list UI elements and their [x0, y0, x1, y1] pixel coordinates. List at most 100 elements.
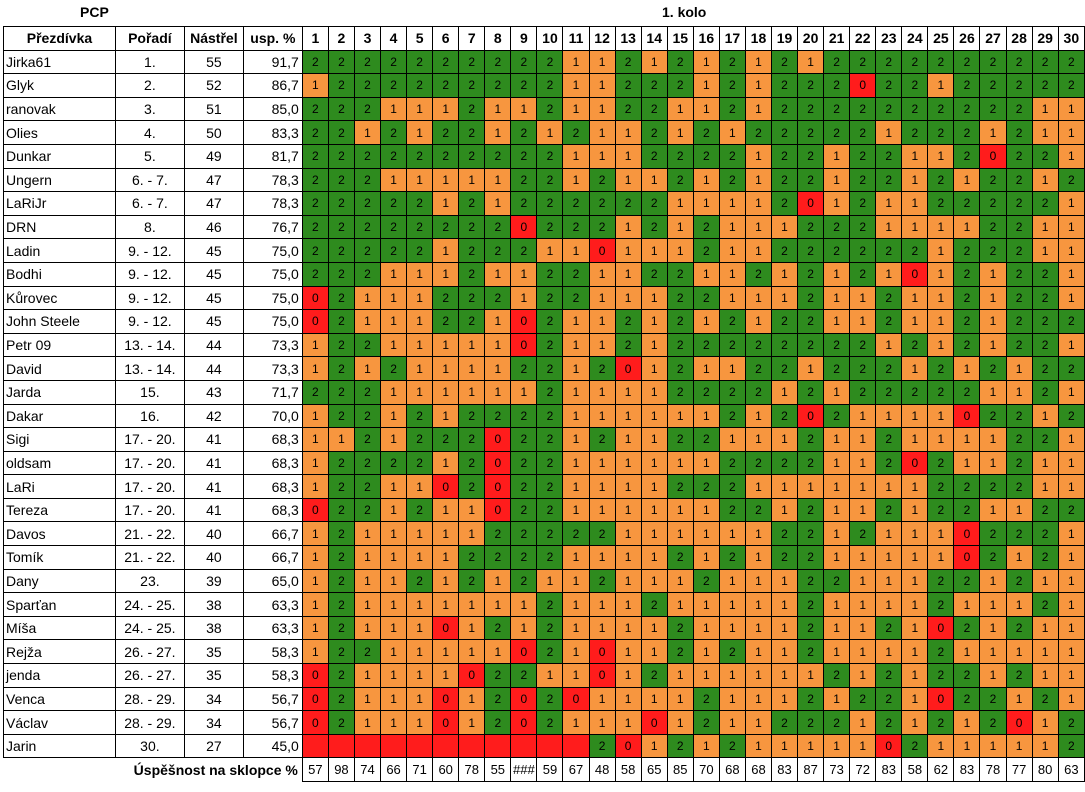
score-cell: 1 [380, 497, 408, 523]
score-cell: 1 [953, 710, 981, 735]
score-cell: 1 [744, 568, 772, 594]
score-cell: 2 [1057, 167, 1085, 193]
score-cell: 2 [327, 332, 355, 358]
score-cell: 2 [1031, 686, 1059, 712]
score-cell: 2 [875, 379, 903, 405]
score-cell: 1 [536, 238, 564, 263]
score-cell: 1 [1005, 379, 1033, 405]
score-cell: 1 [1031, 663, 1059, 688]
score-cell: 1 [353, 521, 382, 547]
score-cell: 2 [588, 427, 616, 452]
score-cell: 1 [666, 403, 694, 429]
score-cell: 2 [770, 309, 799, 334]
cell-pct: 73,3 [242, 332, 303, 358]
score-cell: 2 [432, 49, 460, 75]
score-cell: 2 [666, 427, 694, 452]
cell-score: 35 [183, 639, 244, 665]
score-cell: 2 [823, 663, 851, 688]
score-cell: 2 [327, 356, 355, 381]
score-cell: 1 [927, 261, 955, 287]
score-cell: 2 [744, 356, 772, 381]
score-cell: 2 [875, 497, 903, 523]
score-cell: 1 [979, 639, 1007, 665]
score-cell: 1 [823, 191, 851, 216]
score-cell: 1 [979, 427, 1007, 452]
score-cell: 2 [1005, 73, 1033, 98]
footer-pct-4: 66 [380, 757, 408, 782]
score-cell: 2 [849, 49, 877, 75]
score-cell: 0 [901, 261, 929, 287]
cell-rank: 9. - 12. [114, 309, 185, 334]
score-cell: 2 [432, 214, 460, 240]
score-cell: 1 [979, 120, 1007, 145]
score-cell: 1 [588, 474, 616, 499]
score-cell: 1 [458, 710, 486, 735]
score-cell: 2 [353, 238, 382, 263]
score-cell: 1 [614, 663, 642, 688]
score-cell: 1 [1057, 568, 1085, 594]
score-cell: 2 [849, 143, 877, 169]
score-cell: 2 [380, 238, 408, 263]
cell-name: jenda [3, 663, 116, 688]
score-cell: 2 [353, 261, 382, 287]
score-cell: 2 [979, 545, 1007, 570]
score-cell: 2 [327, 663, 355, 688]
score-cell: 1 [901, 191, 929, 216]
score-cell: 1 [927, 238, 955, 263]
score-cell: 2 [979, 214, 1007, 240]
score-cell: 1 [692, 497, 720, 523]
score-cell: 1 [562, 96, 590, 122]
score-cell: 1 [744, 710, 772, 735]
score-cell: 2 [718, 379, 746, 405]
score-cell: 1 [301, 568, 329, 594]
score-cell: 1 [849, 663, 877, 688]
score-cell: 2 [380, 120, 408, 145]
cell-pct: 58,3 [242, 639, 303, 665]
score-cell: 1 [301, 592, 329, 617]
col-header-round-26: 26 [953, 26, 981, 51]
cell-rank: 17. - 20. [114, 497, 185, 523]
score-cell: 2 [353, 191, 382, 216]
table-row: ranovak 3. 51 85,0 2 2 2 1 1 1 2 1 1 2 1 1 2 2 1 1 2 1 2 2 2 2 2 2 2… [3, 96, 1085, 122]
score-cell: 1 [380, 686, 408, 712]
score-cell: 0 [588, 639, 616, 665]
score-cell: 2 [953, 332, 981, 358]
score-cell: 2 [927, 96, 955, 122]
cell-rank: 21. - 22. [114, 521, 185, 547]
score-cell: 2 [562, 214, 590, 240]
score-cell: 1 [562, 49, 590, 75]
score-cell: 1 [301, 615, 329, 641]
score-cell: 2 [536, 191, 564, 216]
score-cell: 1 [301, 427, 329, 452]
score-cell: 1 [562, 332, 590, 358]
cell-name: John Steele [3, 309, 116, 334]
score-cell: 2 [692, 143, 720, 169]
score-cell: 2 [692, 285, 720, 311]
cell-score: 44 [183, 356, 244, 381]
score-cell: 1 [770, 663, 799, 688]
score-cell: 1 [823, 427, 851, 452]
score-cell: 1 [875, 214, 903, 240]
cell-name: Rejža [3, 639, 116, 665]
score-cell: 1 [823, 639, 851, 665]
score-cell: 1 [901, 143, 929, 169]
score-cell: 1 [718, 356, 746, 381]
score-cell: 0 [797, 403, 825, 429]
footer-pct-22: 72 [849, 757, 877, 782]
score-cell: 1 [614, 427, 642, 452]
score-cell: 2 [953, 663, 981, 688]
score-cell: 1 [1057, 615, 1085, 641]
score-cell: 1 [484, 356, 512, 381]
score-cell: 2 [875, 450, 903, 476]
score-cell: 2 [666, 474, 694, 499]
cell-score: 44 [183, 332, 244, 358]
cell-pct: 86,7 [242, 73, 303, 98]
score-cell: 2 [797, 285, 825, 311]
score-cell: 2 [718, 167, 746, 193]
score-cell: 2 [692, 120, 720, 145]
score-cell: 2 [1031, 261, 1059, 287]
table-row: Rejža 26. - 27. 35 58,3 1 2 2 1 1 1 1 1 0 2 1 0 1 1 2 1 2 1 1 2… [3, 639, 1085, 665]
score-cell: 0 [1005, 710, 1033, 735]
cell-pct: 66,7 [242, 521, 303, 547]
score-cell: 2 [406, 497, 434, 523]
